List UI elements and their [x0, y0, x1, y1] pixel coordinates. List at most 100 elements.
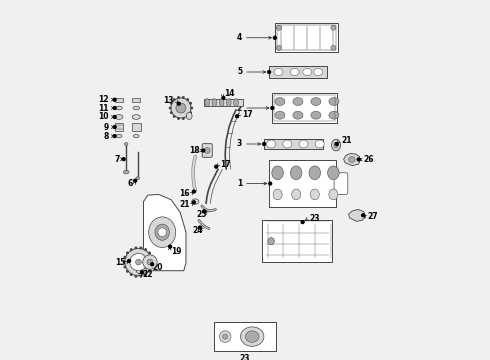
- Text: 10: 10: [98, 112, 109, 121]
- Circle shape: [276, 25, 282, 30]
- Circle shape: [123, 256, 126, 258]
- Circle shape: [176, 103, 186, 113]
- Circle shape: [141, 271, 144, 274]
- Circle shape: [204, 148, 210, 153]
- Text: 13: 13: [164, 96, 174, 105]
- Bar: [262, 220, 332, 262]
- Circle shape: [130, 248, 133, 251]
- Circle shape: [123, 266, 126, 269]
- Circle shape: [125, 248, 152, 276]
- Text: 25: 25: [197, 210, 207, 219]
- Ellipse shape: [273, 189, 282, 200]
- Circle shape: [177, 102, 180, 105]
- Ellipse shape: [133, 106, 140, 110]
- Text: 1: 1: [237, 179, 242, 188]
- Circle shape: [169, 107, 171, 109]
- Bar: [204, 99, 243, 106]
- Circle shape: [144, 248, 147, 251]
- Circle shape: [170, 111, 172, 114]
- Circle shape: [126, 251, 129, 254]
- Bar: [275, 23, 338, 52]
- Ellipse shape: [329, 189, 338, 200]
- Text: 2: 2: [237, 104, 242, 112]
- Text: 26: 26: [363, 155, 373, 164]
- Ellipse shape: [268, 238, 274, 245]
- Circle shape: [134, 179, 137, 182]
- Ellipse shape: [245, 331, 259, 342]
- Ellipse shape: [291, 166, 302, 180]
- Polygon shape: [349, 210, 366, 221]
- Text: 19: 19: [171, 247, 182, 256]
- Circle shape: [136, 259, 141, 265]
- Ellipse shape: [329, 111, 339, 119]
- Circle shape: [148, 270, 151, 273]
- Ellipse shape: [315, 140, 324, 148]
- Ellipse shape: [274, 68, 283, 76]
- Circle shape: [186, 115, 189, 118]
- Circle shape: [186, 98, 189, 101]
- Circle shape: [357, 158, 360, 161]
- Circle shape: [147, 259, 153, 265]
- Circle shape: [113, 135, 116, 138]
- Ellipse shape: [212, 99, 217, 107]
- Ellipse shape: [299, 140, 308, 148]
- Text: 5: 5: [237, 68, 242, 77]
- Circle shape: [113, 116, 116, 118]
- Ellipse shape: [314, 68, 322, 76]
- Bar: [115, 123, 123, 131]
- Circle shape: [130, 273, 133, 276]
- FancyBboxPatch shape: [202, 144, 212, 157]
- Circle shape: [148, 251, 151, 254]
- Bar: [270, 66, 327, 78]
- FancyBboxPatch shape: [334, 173, 348, 194]
- Ellipse shape: [332, 139, 341, 151]
- Text: 21: 21: [342, 136, 352, 145]
- Ellipse shape: [328, 166, 339, 180]
- Polygon shape: [144, 194, 186, 271]
- Text: 23: 23: [309, 214, 319, 223]
- Text: 8: 8: [103, 132, 109, 140]
- Text: 21: 21: [179, 200, 190, 209]
- Ellipse shape: [283, 140, 292, 148]
- Text: 15: 15: [115, 258, 125, 266]
- Text: 3: 3: [237, 139, 242, 148]
- Text: 4: 4: [237, 33, 242, 42]
- Circle shape: [173, 115, 175, 118]
- Polygon shape: [343, 153, 360, 166]
- Ellipse shape: [205, 99, 210, 107]
- Ellipse shape: [309, 166, 320, 180]
- Circle shape: [122, 261, 125, 264]
- Ellipse shape: [136, 267, 147, 274]
- Circle shape: [177, 96, 180, 99]
- Ellipse shape: [334, 142, 338, 148]
- Ellipse shape: [186, 112, 192, 120]
- Circle shape: [169, 245, 171, 248]
- Ellipse shape: [115, 114, 123, 119]
- Circle shape: [113, 98, 116, 101]
- Circle shape: [215, 165, 218, 168]
- Text: 6: 6: [127, 179, 133, 188]
- Bar: [215, 322, 275, 351]
- Circle shape: [190, 107, 193, 109]
- Text: 27: 27: [368, 212, 378, 221]
- Text: 17: 17: [220, 160, 231, 169]
- Circle shape: [220, 331, 231, 342]
- Ellipse shape: [311, 98, 321, 105]
- Circle shape: [189, 111, 192, 114]
- Circle shape: [130, 253, 147, 271]
- Bar: [115, 98, 123, 102]
- Circle shape: [140, 247, 143, 249]
- Bar: [276, 25, 336, 50]
- Ellipse shape: [272, 166, 283, 180]
- Circle shape: [151, 261, 154, 264]
- Circle shape: [113, 126, 116, 129]
- Bar: [264, 139, 323, 149]
- Ellipse shape: [133, 134, 139, 138]
- Circle shape: [182, 117, 185, 120]
- Ellipse shape: [290, 68, 299, 76]
- Circle shape: [362, 214, 365, 217]
- Circle shape: [113, 107, 116, 109]
- Text: 16: 16: [179, 189, 190, 198]
- Ellipse shape: [293, 98, 303, 105]
- Ellipse shape: [241, 327, 264, 346]
